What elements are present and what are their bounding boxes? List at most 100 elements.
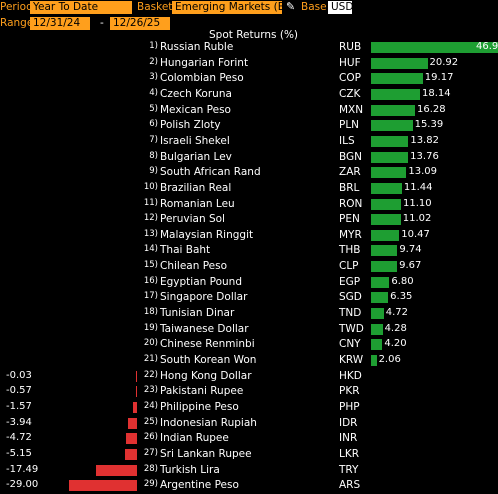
row-rank: 29) bbox=[143, 479, 158, 490]
row-rank: 13) bbox=[143, 228, 158, 239]
period-field[interactable]: Year To Date bbox=[30, 1, 132, 14]
return-value: 4.28 bbox=[384, 322, 407, 334]
row-rank: 9) bbox=[149, 166, 158, 177]
table-row[interactable]: 22) Hong Kong Dollar HKD -0.03 bbox=[0, 369, 498, 385]
currency-code: TWD bbox=[339, 322, 364, 335]
return-value: 13.09 bbox=[408, 166, 437, 178]
return-value: -1.57 bbox=[6, 400, 32, 412]
return-value: -0.57 bbox=[6, 385, 32, 397]
currency-code: CLP bbox=[339, 260, 359, 273]
table-row[interactable]: 23) Pakistani Rupee PKR -0.57 bbox=[0, 384, 498, 400]
positive-bar bbox=[371, 292, 389, 304]
currency-code: CZK bbox=[339, 87, 361, 100]
table-row[interactable]: 15) Chilean Peso CLP 9.67 bbox=[0, 259, 498, 275]
table-row[interactable]: 2) Hungarian Forint HUF 20.92 bbox=[0, 56, 498, 72]
positive-bar bbox=[371, 214, 401, 226]
positive-bar bbox=[371, 229, 400, 241]
table-row[interactable]: 11) Romanian Leu RON 11.10 bbox=[0, 197, 498, 213]
currency-name: Egyptian Pound bbox=[160, 275, 242, 288]
table-row[interactable]: 4) Czech Koruna CZK 18.14 bbox=[0, 87, 498, 103]
positive-bar bbox=[371, 339, 383, 351]
currency-name: Brazilian Real bbox=[160, 181, 232, 194]
row-rank: 8) bbox=[149, 150, 158, 161]
currency-code: COP bbox=[339, 72, 361, 85]
return-value: 20.92 bbox=[429, 56, 459, 68]
table-row[interactable]: 8) Bulgarian Lev BGN 13.76 bbox=[0, 150, 498, 166]
table-row[interactable]: 27) Sri Lankan Rupee LKR -5.15 bbox=[0, 447, 498, 463]
range-start-field[interactable]: 12/31/24 bbox=[30, 17, 90, 30]
table-row[interactable]: 13) Malaysian Ringgit MYR 10.47 bbox=[0, 228, 498, 244]
table-row[interactable]: 12) Peruvian Sol PEN 11.02 bbox=[0, 212, 498, 228]
return-value: 4.72 bbox=[385, 307, 409, 319]
positive-bar bbox=[371, 120, 413, 132]
positive-bar bbox=[371, 198, 401, 210]
return-value: 9.67 bbox=[399, 260, 422, 272]
row-rank: 20) bbox=[143, 338, 158, 349]
currency-code: RON bbox=[339, 197, 363, 210]
table-row[interactable]: 16) Egyptian Pound EGP 6.80 bbox=[0, 275, 498, 291]
negative-bar bbox=[127, 417, 137, 429]
positive-bar bbox=[371, 182, 402, 194]
return-value: -17.49 bbox=[6, 463, 39, 475]
row-rank: 19) bbox=[143, 322, 158, 333]
row-rank: 21) bbox=[143, 354, 158, 364]
positive-bar bbox=[371, 151, 409, 163]
row-rank: 6) bbox=[149, 119, 158, 130]
currency-code: TRY bbox=[339, 463, 359, 476]
table-row[interactable]: 21) South Korean Won KRW 2.06 bbox=[0, 353, 498, 369]
row-rank: 28) bbox=[143, 463, 158, 474]
currency-name: Turkish Lira bbox=[160, 463, 220, 476]
currency-code: EGP bbox=[339, 275, 361, 288]
currency-code: MXN bbox=[339, 103, 364, 116]
return-value: 13.76 bbox=[410, 150, 439, 162]
return-value: 11.10 bbox=[402, 197, 432, 209]
currency-code: CNY bbox=[339, 338, 361, 351]
table-row[interactable]: 29) Argentine Peso ARS -29.00 bbox=[0, 478, 498, 494]
table-row[interactable]: 14) Thai Baht THB 9.74 bbox=[0, 243, 498, 259]
table-row[interactable]: 26) Indian Rupee INR -4.72 bbox=[0, 431, 498, 447]
table-row[interactable]: 25) Indonesian Rupiah IDR -3.94 bbox=[0, 416, 498, 432]
table-row[interactable]: 9) South African Rand ZAR 13.09 bbox=[0, 165, 498, 181]
currency-name: Czech Koruna bbox=[160, 87, 232, 100]
positive-bar bbox=[371, 57, 428, 69]
table-row[interactable]: 20) Chinese Renminbi CNY 4.20 bbox=[0, 337, 498, 353]
table-row[interactable]: 5) Mexican Peso MXN 16.28 bbox=[0, 103, 498, 119]
return-value: -3.94 bbox=[6, 416, 32, 428]
row-rank: 22) bbox=[143, 369, 158, 380]
table-row[interactable]: 24) Philippine Peso PHP -1.57 bbox=[0, 400, 498, 416]
row-rank: 14) bbox=[143, 244, 158, 255]
return-value: 6.35 bbox=[390, 291, 413, 303]
currency-code: TND bbox=[339, 307, 362, 320]
table-row[interactable]: 19) Taiwanese Dollar TWD 4.28 bbox=[0, 322, 498, 338]
currency-code: ILS bbox=[339, 134, 355, 147]
table-row[interactable]: 1)Russian Ruble RUB 46.99 bbox=[0, 40, 498, 56]
row-rank: 2) bbox=[149, 56, 158, 67]
currency-name: Sri Lankan Rupee bbox=[160, 447, 252, 460]
currency-code: PKR bbox=[339, 385, 360, 398]
basket-field[interactable]: Emerging Markets (E bbox=[172, 1, 282, 14]
pencil-icon[interactable]: ✎ bbox=[286, 0, 296, 13]
base-field[interactable]: USD bbox=[328, 1, 352, 14]
currency-name: Argentine Peso bbox=[160, 479, 239, 492]
table-row[interactable]: 3) Colombian Peso COP 19.17 bbox=[0, 71, 498, 87]
range-end-field[interactable]: 12/26/25 bbox=[110, 17, 170, 30]
row-rank: 27) bbox=[143, 447, 158, 458]
currency-name: Mexican Peso bbox=[160, 103, 231, 116]
positive-bar bbox=[371, 88, 421, 100]
currency-code: LKR bbox=[339, 447, 360, 460]
table-row[interactable]: 17) Singapore Dollar SGD 6.35 bbox=[0, 290, 498, 306]
return-value: -29.00 bbox=[6, 479, 39, 491]
return-value: 4.20 bbox=[384, 338, 407, 350]
row-rank: 24) bbox=[143, 400, 158, 411]
row-rank: 1) bbox=[149, 41, 158, 51]
table-row[interactable]: 28) Turkish Lira TRY -17.49 bbox=[0, 463, 498, 479]
range-label: Range bbox=[0, 17, 34, 29]
positive-bar bbox=[371, 308, 384, 320]
table-row[interactable]: 10) Brazilian Real BRL 11.44 bbox=[0, 181, 498, 197]
table-row[interactable]: 7) Israeli Shekel ILS 13.82 bbox=[0, 134, 498, 150]
return-value: 11.44 bbox=[403, 181, 433, 193]
range-separator: - bbox=[100, 17, 104, 29]
positive-bar bbox=[371, 355, 377, 366]
table-row[interactable]: 6) Polish Zloty PLN 15.39 bbox=[0, 118, 498, 134]
table-row[interactable]: 18) Tunisian Dinar TND 4.72 bbox=[0, 306, 498, 322]
